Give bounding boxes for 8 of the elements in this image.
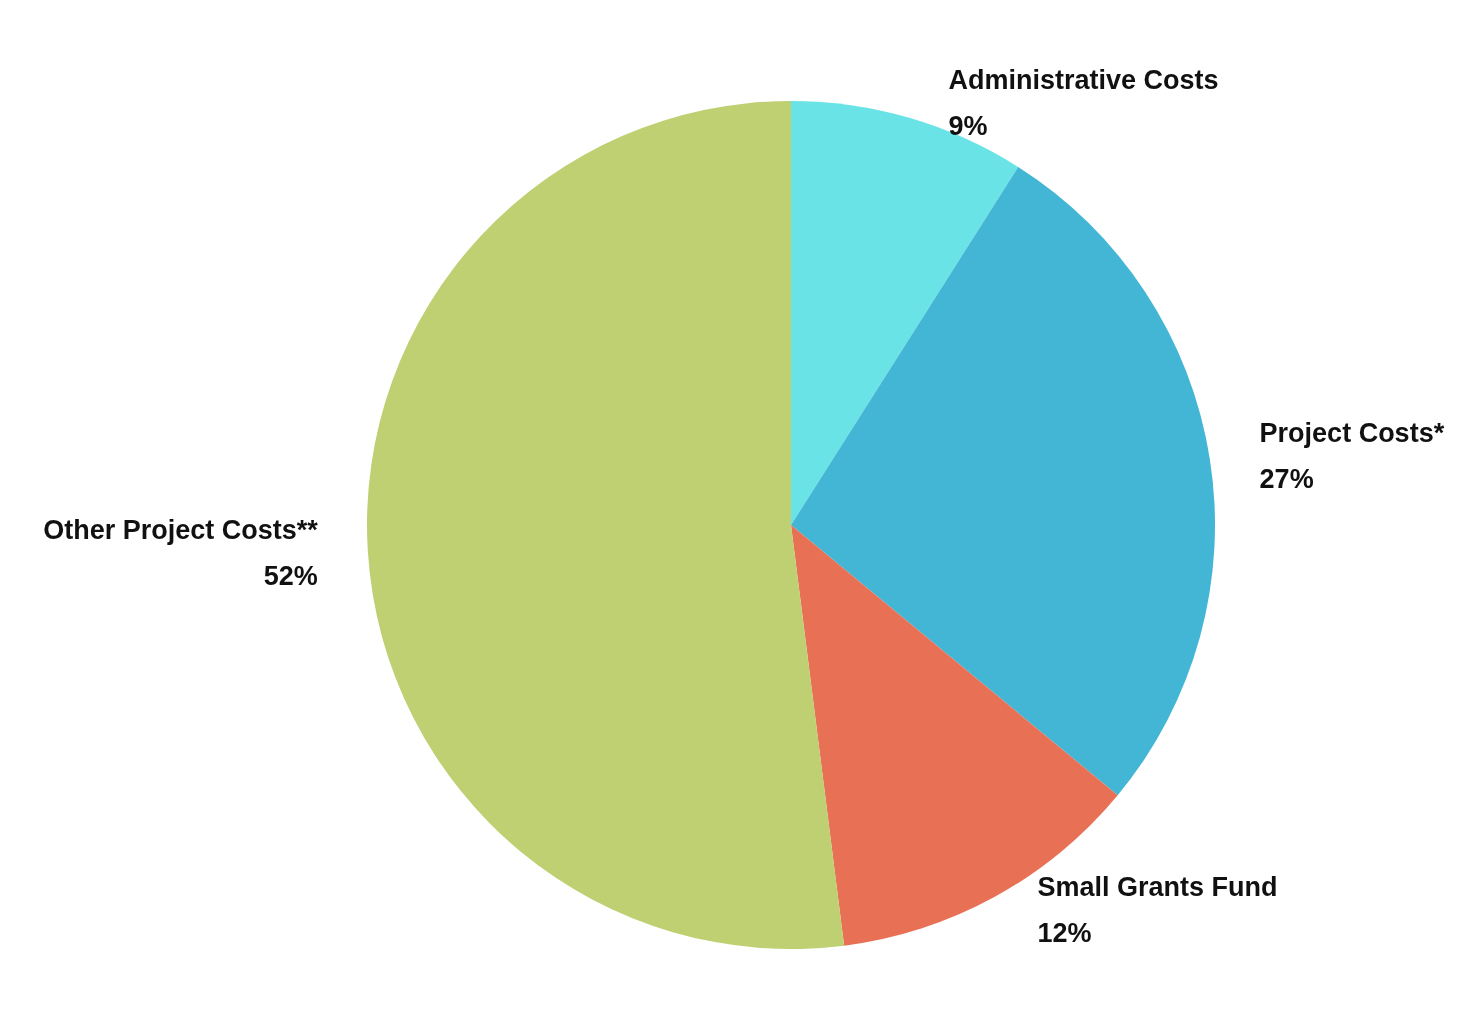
slice-label: Administrative Costs (948, 65, 1219, 96)
slice-label: Small Grants Fund (1037, 871, 1278, 902)
data-label: 12% (1037, 917, 1092, 948)
slice-label: Other Project Costs** (43, 514, 319, 545)
data-label: 52% (263, 560, 318, 591)
data-label: 9% (948, 111, 988, 142)
slice-label: Project Costs* (1259, 418, 1445, 449)
data-label: 27% (1259, 464, 1314, 495)
